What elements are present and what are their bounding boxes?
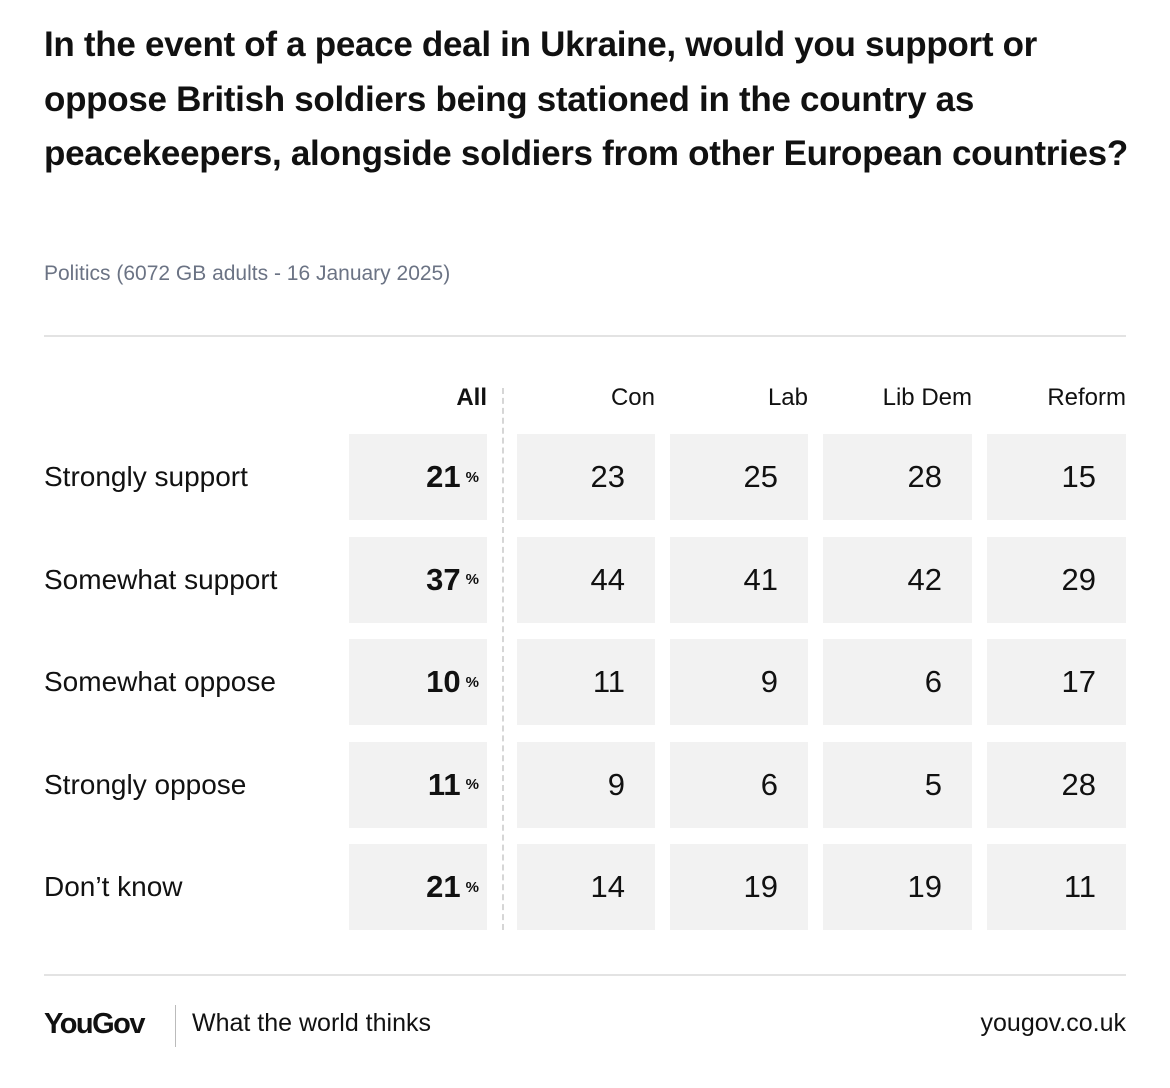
cell: 9	[670, 639, 808, 725]
column-header: Reform	[1047, 384, 1126, 411]
cell: 11%	[349, 741, 487, 828]
unit: %	[465, 776, 479, 793]
value: 19	[907, 869, 942, 904]
value: 15	[1061, 459, 1096, 494]
footer-separator	[175, 1005, 176, 1047]
cell: 28	[823, 434, 972, 520]
cell: 41	[670, 536, 808, 623]
value: 21	[426, 459, 461, 494]
value: 17	[1061, 664, 1096, 699]
cell: 21%	[349, 434, 487, 520]
row-label: Somewhat support	[44, 563, 278, 595]
cell: 42	[823, 536, 972, 623]
value: 14	[590, 869, 625, 904]
cell: 11	[987, 844, 1126, 930]
column-header: Lab	[767, 384, 808, 411]
cell: 10%	[349, 639, 487, 725]
unit: %	[465, 571, 479, 588]
value: 29	[1061, 561, 1096, 597]
unit: %	[465, 673, 479, 691]
unit: %	[465, 468, 479, 486]
cell: 19	[670, 844, 808, 930]
row-label: Somewhat oppose	[44, 666, 276, 697]
cell: 6	[823, 639, 972, 725]
row-label: Strongly oppose	[44, 768, 247, 800]
value: 11	[427, 766, 461, 802]
divider	[44, 974, 1126, 976]
unit: %	[465, 878, 479, 896]
cell: 37%	[349, 536, 487, 623]
row-label: Don’t know	[44, 871, 183, 902]
cell: 17	[987, 639, 1126, 725]
cell: 6	[670, 741, 808, 828]
value: 25	[743, 459, 778, 494]
column-separator	[502, 388, 504, 930]
cell: 28	[987, 741, 1126, 828]
value: 42	[907, 561, 942, 597]
url: yougov.co.uk	[980, 1009, 1126, 1037]
cell: 23	[517, 434, 655, 520]
cell: 44	[517, 536, 655, 623]
tagline: What the world thinks	[192, 1009, 431, 1037]
value: 6	[760, 766, 778, 802]
cell: 11	[517, 639, 655, 725]
column-header: All	[456, 384, 487, 411]
subtitle: Politics (6072 GB adults - 16 January 20…	[44, 262, 451, 285]
value: 28	[1061, 766, 1096, 802]
title: In the event of a peace deal in Ukraine,…	[44, 25, 1128, 173]
value: 5	[924, 766, 942, 802]
value: 9	[760, 664, 778, 699]
value: 41	[743, 561, 778, 597]
cell: 14	[517, 844, 655, 930]
cell: 21%	[349, 844, 487, 930]
value: 11	[1063, 869, 1096, 904]
cell: 29	[987, 536, 1126, 623]
column-header: Con	[610, 384, 655, 411]
row-label: Strongly support	[44, 461, 248, 492]
cell: 25	[670, 434, 808, 520]
logo: YouGov	[44, 1008, 146, 1040]
divider	[44, 335, 1126, 337]
value: 28	[907, 459, 942, 494]
cell: 15	[987, 434, 1126, 520]
value: 19	[743, 869, 778, 904]
value: 9	[607, 766, 625, 802]
cell: 9	[517, 741, 655, 828]
value: 23	[590, 459, 625, 494]
cell: 5	[823, 741, 972, 828]
value: 10	[426, 664, 461, 699]
value: 44	[590, 561, 625, 597]
value: 6	[924, 664, 942, 699]
value: 11	[592, 664, 625, 699]
value: 21	[426, 869, 461, 904]
value: 37	[426, 561, 461, 597]
cell: 19	[823, 844, 972, 930]
column-header: Lib Dem	[882, 384, 972, 411]
